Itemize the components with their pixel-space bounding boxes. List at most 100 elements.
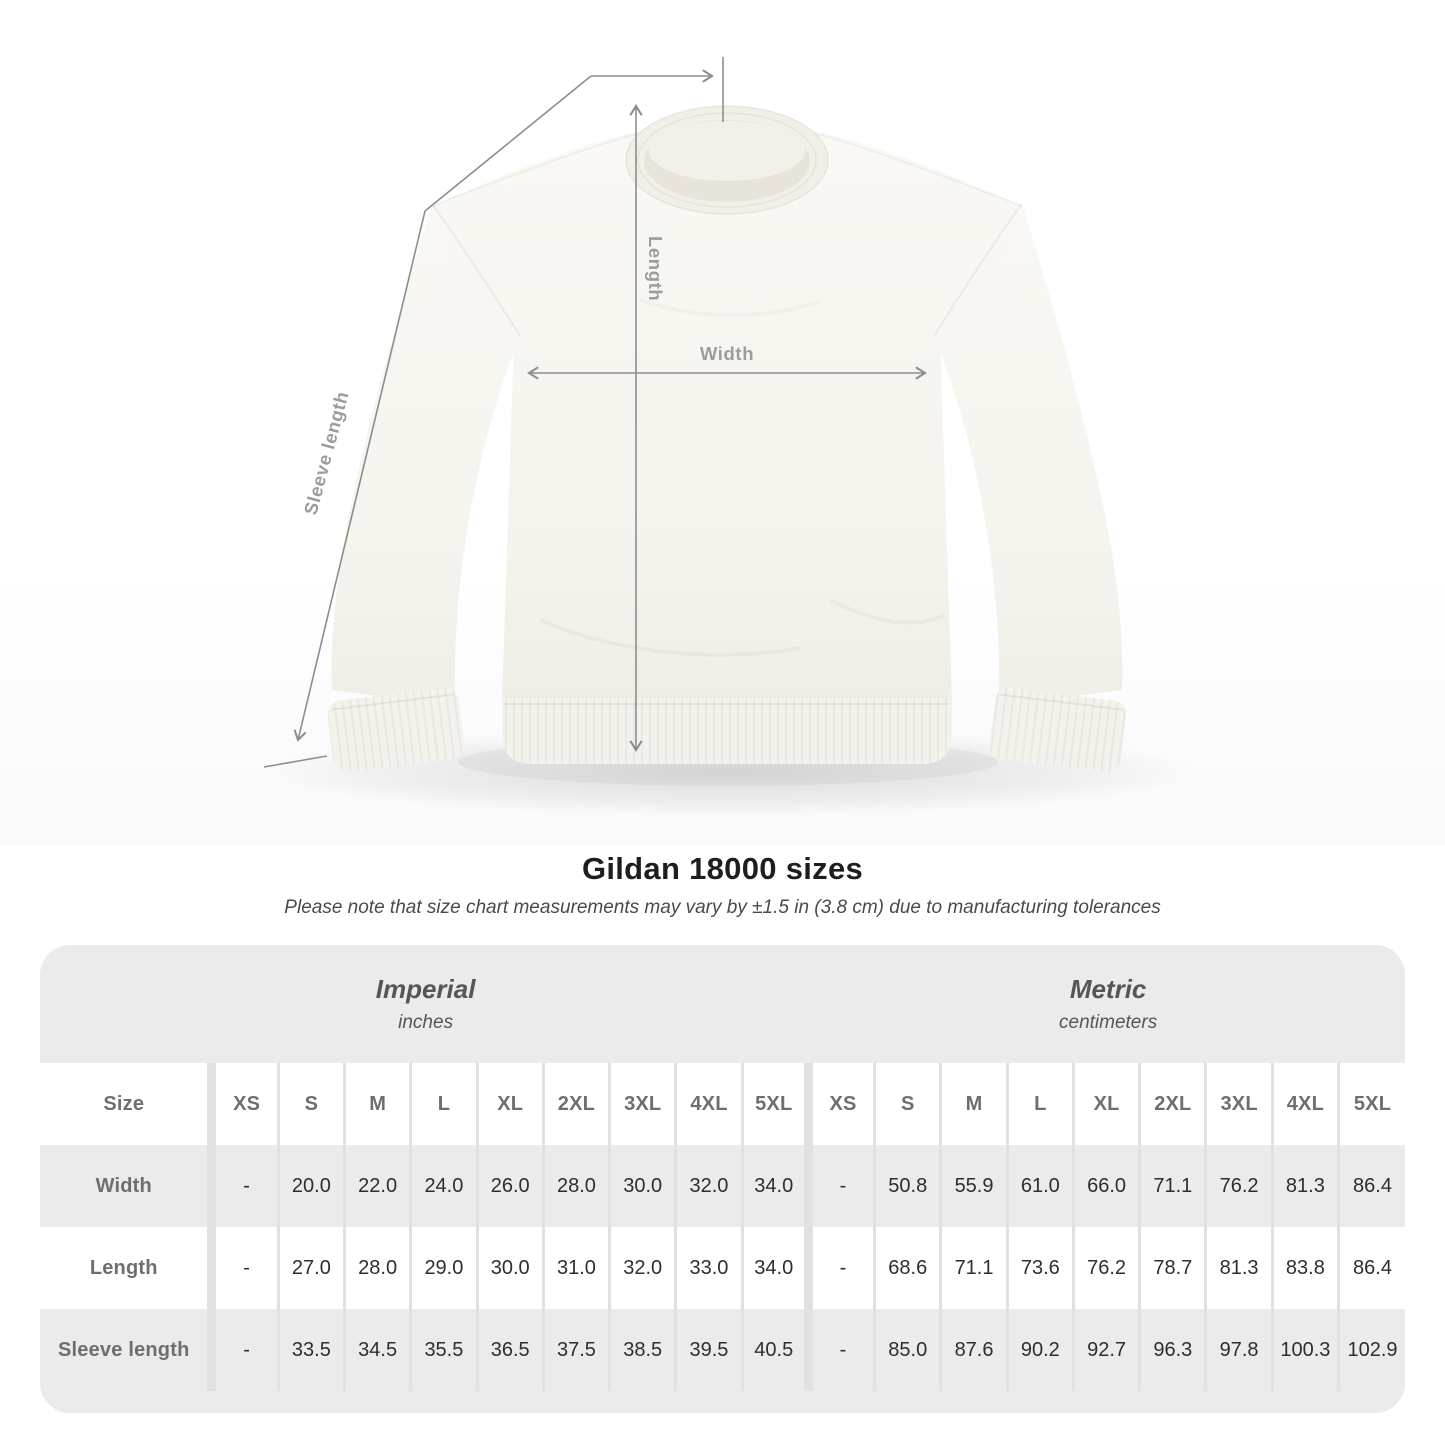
value-cell-metric-5xl: 86.4	[1337, 1227, 1405, 1309]
size-col-imperial-xl: XL	[475, 1063, 544, 1145]
value-cell-imperial-s: 33.5	[276, 1309, 345, 1391]
left-armhole-seam	[431, 203, 521, 337]
value-cell-metric-2xl: 78.7	[1138, 1227, 1206, 1309]
metric-subtitle: centimeters	[1059, 1012, 1158, 1033]
size-col-imperial-5xl: 5XL	[740, 1063, 809, 1145]
right-shoulder-seam	[813, 132, 1023, 207]
value-cell-metric-xs: -	[803, 1145, 875, 1227]
sleeve-measure-tick-bottom	[263, 755, 328, 768]
right-cuff	[989, 687, 1127, 773]
value-cell-imperial-xl: 30.0	[475, 1227, 544, 1309]
imperial-section-header: Imperial inches	[40, 974, 811, 1034]
value-cell-metric-xs: -	[803, 1309, 875, 1391]
value-cell-imperial-l: 35.5	[409, 1309, 478, 1391]
value-cell-metric-4xl: 100.3	[1270, 1309, 1339, 1391]
right-armhole-seam	[933, 203, 1023, 337]
value-cell-imperial-l: 29.0	[409, 1227, 478, 1309]
measurements-table: Size XS S M L XL 2XL 3XL 4XL 5XL XS S M L XL 2XL 3XL 4XL…	[40, 1063, 1405, 1391]
value-cell-metric-3xl: 97.8	[1204, 1309, 1273, 1391]
value-cell-metric-2xl: 96.3	[1138, 1309, 1206, 1391]
sweatshirt-diagram: Length Width Sleeve length	[0, 57, 1445, 845]
size-col-metric-4xl: 4XL	[1270, 1063, 1339, 1145]
value-cell-metric-m: 71.1	[939, 1227, 1008, 1309]
collar	[625, 105, 829, 215]
value-cell-metric-5xl: 86.4	[1337, 1145, 1405, 1227]
value-cell-imperial-s: 20.0	[276, 1145, 345, 1227]
size-col-metric-m: M	[939, 1063, 1008, 1145]
sweatshirt-body	[432, 124, 1022, 700]
metric-title: Metric	[1069, 974, 1147, 1004]
value-cell-imperial-xl: 26.0	[475, 1145, 544, 1227]
value-cell-imperial-3xl: 32.0	[608, 1227, 676, 1309]
value-cell-metric-m: 87.6	[939, 1309, 1008, 1391]
imperial-subtitle: inches	[398, 1012, 454, 1033]
unit-header: Imperial inches Metric centimeters	[40, 945, 1405, 1063]
sleeve-measure-shoulder-segment	[424, 75, 592, 212]
value-cell-metric-l: 90.2	[1005, 1309, 1074, 1391]
waistband	[502, 698, 952, 764]
value-cell-imperial-l: 24.0	[409, 1145, 478, 1227]
size-header-row: Size XS S M L XL 2XL 3XL 4XL 5XL XS S M L XL 2XL 3XL 4XL…	[40, 1063, 1405, 1145]
value-cell-metric-xl: 76.2	[1071, 1227, 1140, 1309]
measure-row-sleeve-length: Sleeve length -33.5 34.5 35.5 36.5 37.5 38.5 39…	[40, 1309, 1405, 1391]
sweatshirt-illustration: Length Width Sleeve length	[0, 57, 1445, 845]
page-subtitle: Please note that size chart measurements…	[284, 897, 1161, 918]
right-sleeve	[934, 204, 1123, 706]
length-label: Length	[645, 236, 666, 301]
left-shoulder-seam	[431, 132, 641, 207]
row-label: Width	[95, 1174, 152, 1197]
value-cell-imperial-4xl: 39.5	[674, 1309, 743, 1391]
drop-shadow	[260, 728, 1200, 816]
row-label: Length	[89, 1256, 158, 1279]
sleeve-length-label: Sleeve length	[300, 389, 353, 517]
value-cell-metric-4xl: 83.8	[1270, 1227, 1339, 1309]
value-cell-imperial-m: 28.0	[343, 1227, 411, 1309]
page-title: Gildan 18000 sizes	[581, 851, 864, 886]
left-sleeve	[331, 204, 520, 706]
value-cell-imperial-xs: -	[207, 1227, 279, 1309]
measurement-annotations	[263, 57, 927, 768]
value-cell-metric-s: 85.0	[873, 1309, 941, 1391]
size-col-metric-5xl: 5XL	[1337, 1063, 1405, 1145]
imperial-title: Imperial	[375, 974, 476, 1004]
size-col-imperial-2xl: 2XL	[541, 1063, 610, 1145]
value-cell-metric-xs: -	[803, 1227, 875, 1309]
value-cell-metric-3xl: 76.2	[1204, 1145, 1273, 1227]
value-cell-imperial-3xl: 38.5	[608, 1309, 676, 1391]
size-col-metric-l: L	[1005, 1063, 1074, 1145]
value-cell-imperial-5xl: 40.5	[740, 1309, 809, 1391]
size-col-metric-s: S	[873, 1063, 941, 1145]
value-cell-imperial-xs: -	[207, 1309, 279, 1391]
headline: Gildan 18000 sizes Please note that size…	[0, 851, 1445, 919]
value-cell-metric-2xl: 71.1	[1138, 1145, 1206, 1227]
size-col-imperial-xs: XS	[207, 1063, 279, 1145]
value-cell-imperial-xl: 36.5	[475, 1309, 544, 1391]
left-cuff	[327, 687, 465, 773]
width-label: Width	[700, 343, 754, 364]
value-cell-metric-4xl: 81.3	[1270, 1145, 1339, 1227]
value-cell-metric-5xl: 102.9	[1337, 1309, 1405, 1391]
value-cell-metric-s: 68.6	[873, 1227, 941, 1309]
value-cell-imperial-s: 27.0	[276, 1227, 345, 1309]
size-col-imperial-m: M	[343, 1063, 411, 1145]
row-label: Sleeve length	[57, 1338, 190, 1361]
size-col-metric-3xl: 3XL	[1204, 1063, 1273, 1145]
value-cell-metric-xl: 92.7	[1071, 1309, 1140, 1391]
measure-row-length: Length -27.0 28.0 29.0 30.0 31.0 32.0 33.0 34.0-…	[40, 1227, 1405, 1309]
value-cell-imperial-m: 22.0	[343, 1145, 411, 1227]
measure-row-width: Width -20.0 22.0 24.0 26.0 28.0 30.0 32.0 34.0-5…	[40, 1145, 1405, 1227]
size-col-imperial-4xl: 4XL	[674, 1063, 743, 1145]
value-cell-imperial-2xl: 28.0	[541, 1145, 610, 1227]
value-cell-imperial-4xl: 33.0	[674, 1227, 743, 1309]
value-cell-imperial-2xl: 37.5	[541, 1309, 610, 1391]
value-cell-imperial-5xl: 34.0	[740, 1145, 809, 1227]
value-cell-metric-xl: 66.0	[1071, 1145, 1140, 1227]
size-column-header: Size	[103, 1092, 145, 1115]
size-table: Imperial inches Metric centimeters Size …	[40, 945, 1405, 1413]
value-cell-imperial-m: 34.5	[343, 1309, 411, 1391]
value-cell-metric-l: 61.0	[1005, 1145, 1074, 1227]
value-cell-imperial-3xl: 30.0	[608, 1145, 676, 1227]
size-col-imperial-l: L	[409, 1063, 478, 1145]
size-col-imperial-3xl: 3XL	[608, 1063, 676, 1145]
